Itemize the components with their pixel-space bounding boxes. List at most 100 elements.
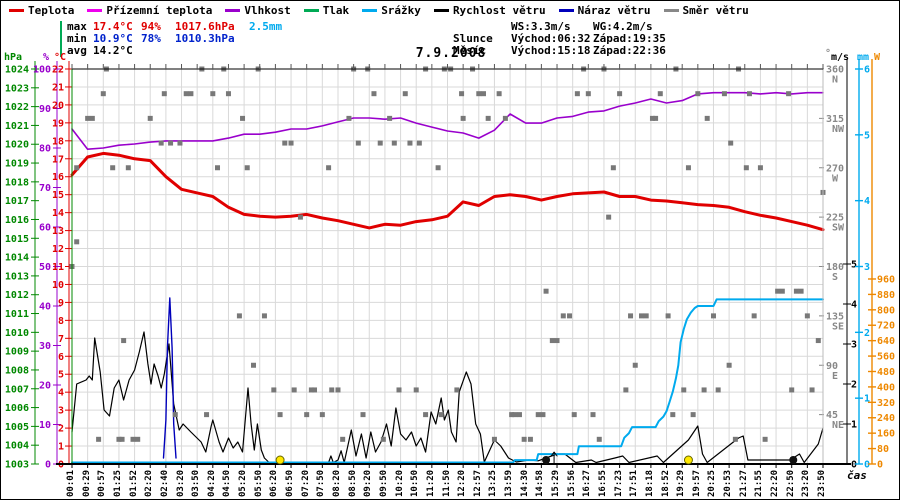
svg-text:4: 4: [58, 388, 64, 399]
svg-text:1019: 1019: [5, 159, 29, 170]
time-tick-label: 21:55: [754, 469, 765, 497]
svg-text:20: 20: [39, 381, 51, 392]
svg-text:1: 1: [864, 394, 870, 405]
svg-text:4: 4: [851, 300, 857, 311]
sunset-marker-icon: [683, 455, 693, 465]
svg-text:3: 3: [851, 340, 857, 351]
stats-row-max: max 17.4°C 94% 1017.6hPa 2.5mm: [67, 21, 282, 33]
time-tick-label: 14:58: [535, 469, 546, 497]
legend-swatch-icon: [9, 9, 24, 12]
moon-label: Měsíc: [453, 44, 487, 57]
svg-text:6: 6: [864, 65, 870, 76]
svg-text:50: 50: [39, 262, 51, 273]
time-tick-label: 15:29: [551, 469, 562, 497]
moonrise-marker-icon: [542, 456, 551, 464]
time-tick-label: 22:20: [770, 469, 781, 497]
svg-text:40: 40: [39, 302, 51, 313]
svg-text:360: 360: [826, 65, 844, 76]
svg-text:6: 6: [58, 352, 64, 363]
legend-label: Tlak: [322, 4, 350, 17]
legend-swatch-icon: [663, 9, 679, 12]
legend-swatch-icon: [303, 9, 319, 12]
svg-text:30: 30: [39, 341, 51, 352]
svg-text:5: 5: [864, 130, 870, 141]
rain-total: 2.5mm: [249, 20, 283, 33]
min-pressure: 1010.3hPa: [175, 32, 235, 45]
svg-text:1016: 1016: [5, 215, 29, 226]
svg-text:3: 3: [58, 406, 64, 417]
wind-speed-max: WS:3.3m/s: [511, 20, 571, 33]
svg-text:225: 225: [826, 213, 844, 224]
time-tick-label: 08:20: [331, 469, 342, 497]
svg-text:1013: 1013: [5, 271, 29, 282]
svg-text:17: 17: [52, 154, 64, 165]
svg-text:8: 8: [58, 316, 64, 327]
pct-axis-header: %: [43, 52, 50, 63]
svg-text:90: 90: [826, 361, 838, 372]
time-tick-label: 01:52: [128, 469, 139, 497]
legend-label: Vlhkost: [244, 4, 291, 17]
sun-row: Slunce Východ:06:32 Západ:19:35: [453, 33, 666, 45]
svg-text:45: 45: [826, 410, 838, 421]
svg-text:400: 400: [877, 382, 895, 393]
time-tick-label: 15:56: [566, 469, 577, 497]
svg-text:1017: 1017: [5, 196, 29, 207]
svg-text:SE: SE: [832, 321, 844, 332]
svg-text:7: 7: [58, 334, 64, 345]
svg-text:1010: 1010: [5, 328, 29, 339]
hpa-axis-header: hPa: [4, 52, 23, 63]
svg-text:S: S: [832, 272, 838, 283]
moonset-time: Západ:22:36: [593, 44, 666, 57]
wind-gust-max: WG:4.2m/s: [593, 20, 653, 33]
legend-label: Přízemní teplota: [106, 4, 213, 17]
svg-text:270: 270: [826, 163, 844, 174]
svg-text:3: 3: [864, 262, 870, 273]
time-tick-label: 21:27: [738, 469, 749, 497]
svg-text:20: 20: [52, 100, 64, 111]
legend: Teplota Přízemní teplota Vlhkost Tlak Srážky…: [9, 4, 749, 17]
time-tick-label: 10:50: [410, 469, 421, 497]
svg-text:180: 180: [826, 262, 844, 273]
svg-text:1022: 1022: [5, 102, 29, 113]
svg-text:320: 320: [877, 398, 895, 409]
svg-text:0: 0: [877, 460, 883, 471]
svg-text:0: 0: [851, 460, 857, 471]
svg-text:15: 15: [52, 190, 64, 201]
time-tick-label: 19:57: [691, 469, 702, 497]
time-tick-label: 00:01: [66, 469, 76, 497]
svg-text:1: 1: [58, 442, 64, 453]
svg-text:18: 18: [52, 136, 64, 147]
time-tick-label: 12:57: [472, 469, 483, 497]
time-tick-label: 05:50: [253, 469, 264, 497]
time-tick-label: 01:25: [112, 469, 123, 497]
time-tick-label: 16:55: [597, 469, 608, 497]
time-tick-label: 20:25: [707, 469, 718, 497]
sun-label: Slunce: [453, 32, 493, 45]
svg-text:22: 22: [52, 65, 64, 76]
svg-text:21: 21: [52, 82, 64, 93]
svg-text:1007: 1007: [5, 384, 29, 395]
svg-text:100: 100: [33, 65, 51, 76]
svg-text:0: 0: [864, 460, 870, 471]
time-tick-label: 07:50: [316, 469, 327, 497]
min-humidity: 78%: [141, 32, 161, 45]
svg-text:720: 720: [877, 321, 895, 332]
svg-text:1005: 1005: [5, 422, 29, 433]
time-tick-label: 13:25: [488, 469, 499, 497]
svg-text:315: 315: [826, 114, 844, 125]
svg-text:880: 880: [877, 290, 895, 301]
time-tick-label: 09:20: [363, 469, 374, 497]
legend-item-sr-ky: Srážky: [362, 4, 421, 17]
time-tick-label: 05:20: [238, 469, 249, 497]
deg-axis-header: °: [825, 48, 832, 59]
svg-text:14: 14: [52, 208, 64, 219]
svg-text:1012: 1012: [5, 290, 29, 301]
legend-label: Směr větru: [682, 4, 749, 17]
avg-temp: 14.2°C: [93, 44, 133, 57]
svg-text:13: 13: [52, 226, 64, 237]
time-tick-label: 18:52: [660, 469, 671, 497]
svg-text:1024: 1024: [5, 65, 29, 76]
temp-axis-header: °C: [54, 52, 67, 63]
time-tick-label: 06:50: [285, 469, 296, 497]
legend-item-rychlost-v-tru: Rychlost větru: [433, 4, 546, 17]
